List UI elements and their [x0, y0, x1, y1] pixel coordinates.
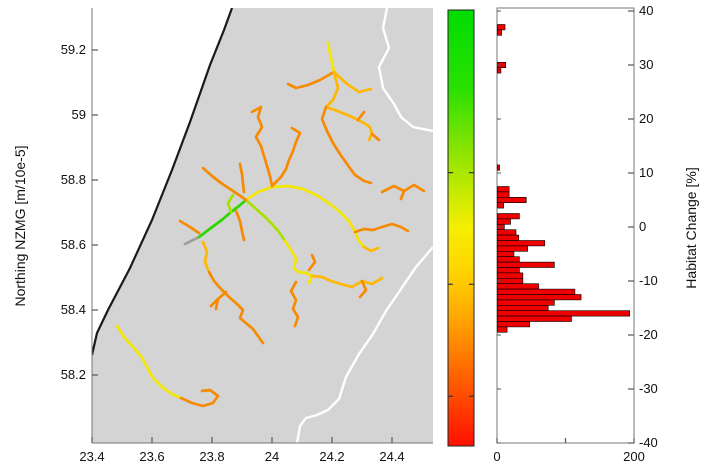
river-segment	[238, 162, 246, 194]
hist-x-tick-label: 0	[493, 449, 501, 464]
river-segment	[234, 209, 246, 242]
map-y-tick-label: 58.4	[60, 302, 86, 317]
map-x-tick-label: 24	[264, 449, 280, 464]
map-x-tick-label: 23.4	[79, 449, 105, 464]
histogram-bar	[497, 299, 555, 306]
river-segment	[201, 166, 248, 202]
river-segment	[250, 105, 274, 188]
map-y-tick-label: 58.6	[60, 237, 86, 252]
histogram-bar	[497, 315, 572, 322]
river-segment	[310, 274, 384, 289]
map-y-tick-label: 59	[71, 107, 86, 122]
map-x-tick-label: 24.2	[319, 449, 345, 464]
histogram-bar	[497, 67, 502, 74]
hist-y-tick-label: 0	[639, 219, 647, 234]
hist-y-tick-label: 20	[639, 111, 654, 126]
histogram-bar	[497, 197, 527, 204]
river-segment	[324, 70, 340, 109]
river-segment	[289, 280, 300, 328]
map-y-axis-label: Northing NZMG [m/10e-5]	[12, 145, 28, 307]
colorbar	[447, 9, 475, 447]
histogram-bar	[497, 326, 508, 333]
river-segment	[332, 70, 373, 94]
habitat-change-axis-label: Habitat Change [%]	[683, 167, 699, 289]
histogram-bar	[497, 251, 515, 258]
river-segment	[326, 41, 336, 74]
histogram-bar	[497, 234, 520, 241]
river-segment	[244, 184, 366, 249]
river-segment	[362, 245, 380, 253]
map-y-tick-label: 58.8	[60, 172, 86, 187]
river-segment	[270, 126, 302, 188]
river-segment	[178, 219, 201, 235]
histogram-bar	[497, 283, 539, 290]
hist-y-tick-label: -40	[639, 435, 658, 450]
histogram-bar	[497, 213, 520, 220]
hist-y-tick-label: 40	[639, 3, 654, 18]
hist-y-tick-label: -10	[639, 273, 658, 288]
catchment-boundary-south	[295, 246, 433, 443]
hist-x-tick-label: 200	[623, 449, 645, 464]
river-segment	[286, 70, 336, 90]
histogram-bar	[497, 288, 576, 295]
coastline	[92, 8, 234, 356]
histogram-bar	[497, 272, 524, 279]
river-segment	[179, 388, 220, 408]
histogram-bar	[497, 277, 524, 284]
histogram-bar	[497, 261, 555, 268]
histogram-bar	[497, 164, 500, 171]
map-y-tick-label: 59.2	[60, 42, 86, 57]
histogram-bar	[497, 267, 520, 274]
histogram-bar	[497, 186, 510, 193]
river-segment	[244, 198, 287, 243]
histogram-bar	[497, 294, 582, 301]
river-segment	[399, 189, 406, 201]
river-segment	[115, 324, 183, 400]
river-segment	[370, 132, 381, 142]
hist-y-tick-label: -20	[639, 327, 658, 342]
land-area	[92, 8, 433, 443]
map-panel	[92, 8, 433, 443]
map-x-tick-label: 24.4	[379, 449, 405, 464]
catchment-boundary-north	[377, 8, 433, 133]
river-segment	[183, 235, 201, 246]
hist-y-tick-label: -30	[639, 381, 658, 396]
river-segment	[353, 222, 410, 234]
histogram-bar	[497, 202, 504, 209]
histogram-bar	[497, 24, 506, 31]
river-segment	[358, 279, 368, 299]
river-segment	[320, 105, 373, 185]
hist-y-tick-label: 10	[639, 165, 654, 180]
map-x-tick-label: 23.6	[139, 449, 165, 464]
histogram-bar	[497, 310, 631, 317]
histogram-bar	[497, 245, 528, 252]
river-segment	[307, 253, 317, 272]
histogram-bar	[497, 229, 517, 236]
river-segment	[226, 193, 235, 214]
histogram-bar	[497, 321, 530, 328]
histogram-box	[496, 7, 635, 444]
map-x-tick-label: 23.8	[199, 449, 225, 464]
river-segment	[197, 198, 248, 239]
hist-y-tick-label: 30	[639, 57, 654, 72]
river-segment	[207, 270, 265, 345]
histogram-bar	[497, 191, 510, 198]
map-y-tick-label: 58.2	[60, 367, 86, 382]
histogram-bar	[497, 256, 520, 263]
river-segment	[356, 110, 366, 122]
histogram-bar	[497, 240, 546, 247]
river-segment	[214, 297, 220, 311]
histogram-bar	[497, 304, 549, 311]
river-segment	[201, 240, 211, 274]
histogram-bar	[497, 218, 511, 225]
histogram-bar	[497, 29, 502, 36]
